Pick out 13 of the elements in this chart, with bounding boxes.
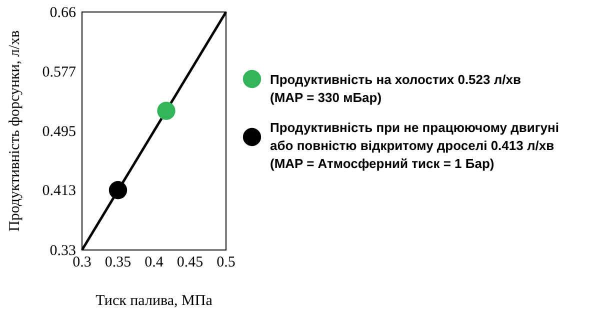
x-tick-label: 0.4 [144,254,164,271]
x-tick-label: 0.45 [176,254,204,271]
y-tick-label: 0.413 [42,182,76,199]
y-tick-label: 0.577 [42,64,76,81]
legend-label: Продуктивність на холостих 0.523 л/хв (MAP = 330 мБар) [270,72,521,105]
y-axis-title: Продуктивність форсунки, л/хв [7,30,23,232]
y-tick-label: 0.495 [42,124,76,140]
x-tick-label: 0.3 [72,254,92,271]
legend-label: Продуктивність при не працюючому двигуні або повністю відкритому дроселі 0.413 л/хв (MAP = Атмосферний тиск = 1 Бар) [270,120,559,171]
x-tick-label: 0.5 [216,254,236,271]
x-tick-label: 0.35 [104,254,132,271]
x-axis-title: Тиск палива, МПа [96,293,213,309]
y-tick-label: 0.66 [50,4,76,21]
